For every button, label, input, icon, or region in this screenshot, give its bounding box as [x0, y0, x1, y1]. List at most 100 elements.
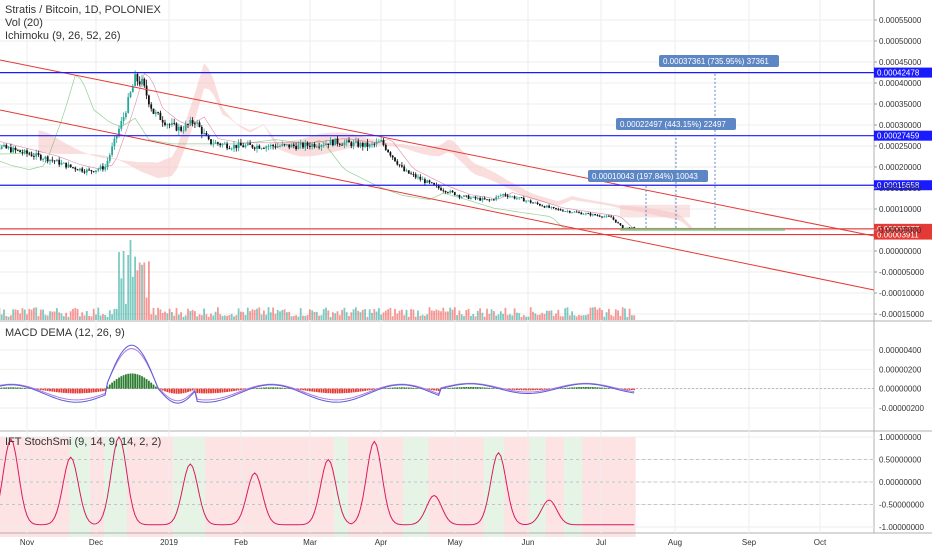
volume-bar	[389, 307, 392, 320]
volume-bar	[463, 315, 465, 320]
macd-histogram-bar	[49, 388, 51, 392]
stoch-background	[598, 437, 602, 537]
candle-body	[244, 145, 247, 148]
candle-body	[37, 153, 40, 155]
candle-body	[562, 210, 564, 212]
stoch-background	[621, 437, 625, 537]
volume-bar	[274, 313, 277, 320]
macd-histogram-bar	[520, 388, 523, 391]
candle-body	[619, 223, 622, 226]
stoch-background	[156, 437, 160, 537]
volume-bar	[610, 315, 613, 320]
macd-histogram-bar	[587, 386, 590, 389]
candle-body	[276, 146, 279, 148]
stoch-background	[499, 437, 503, 537]
stoch-background	[41, 437, 45, 537]
macd-histogram-bar	[198, 388, 201, 394]
macd-histogram-bar	[401, 387, 403, 389]
stoch-background	[163, 437, 167, 537]
price-tick-label: 0.00030000	[879, 121, 922, 130]
volume-bar	[37, 316, 40, 320]
volume-bar	[325, 307, 327, 320]
price-level-label: 0.00003911	[877, 231, 919, 240]
stoch-background	[78, 437, 82, 537]
candle-body	[341, 144, 343, 146]
volume-bar	[253, 309, 256, 320]
candle-body	[97, 169, 100, 171]
stoch-background	[274, 437, 277, 537]
macd-legend: MACD DEMA (12, 26, 9)	[5, 327, 125, 339]
volume-bar	[62, 316, 65, 320]
macd-histogram-bar	[161, 388, 164, 391]
macd-histogram-bar	[129, 373, 132, 389]
stoch-background	[334, 437, 337, 537]
volume-bar	[628, 308, 631, 320]
stoch-background	[460, 437, 464, 537]
candle-body	[184, 124, 187, 131]
stoch-background	[389, 437, 392, 537]
volume-bar	[113, 308, 116, 320]
stoch-background	[623, 437, 627, 537]
stoch-background	[373, 437, 376, 537]
candle-body	[35, 153, 38, 157]
stoch-background	[299, 437, 303, 537]
macd-histogram-bar	[476, 387, 479, 389]
stoch-background	[605, 437, 609, 537]
stoch-background	[60, 437, 63, 537]
macd-histogram-bar	[233, 388, 235, 392]
volume-bar	[182, 316, 185, 320]
candle-body	[527, 200, 530, 202]
candle-body	[290, 144, 293, 148]
macd-histogram-bar	[184, 388, 187, 393]
candle-body	[182, 130, 185, 132]
candle-body	[5, 144, 8, 149]
volume-bar	[198, 314, 201, 320]
candle-body	[83, 171, 86, 173]
stoch-background	[557, 437, 560, 537]
volume-bar	[159, 309, 162, 320]
candle-body	[269, 144, 272, 147]
candle-body	[318, 146, 320, 148]
stoch-background	[104, 437, 107, 537]
macd-histogram-bar	[405, 387, 408, 389]
macd-histogram-bar	[72, 388, 74, 394]
candle-body	[617, 222, 619, 224]
candle-body	[200, 126, 203, 134]
volume-bar	[589, 307, 592, 320]
measure-box	[616, 118, 736, 130]
candle-body	[336, 138, 339, 144]
volume-bar	[449, 307, 452, 320]
stoch-background	[152, 437, 155, 537]
stoch-background	[552, 437, 556, 537]
stoch-background	[396, 437, 399, 537]
macd-histogram-bar	[127, 373, 130, 389]
volume-bar	[587, 314, 590, 320]
stoch-background	[543, 437, 546, 537]
macd-histogram-bar	[571, 387, 573, 389]
candle-body	[246, 143, 249, 146]
candle-body	[226, 143, 228, 149]
macd-histogram-bar	[203, 388, 205, 394]
stoch-background	[633, 437, 636, 537]
volume-bar	[350, 312, 353, 320]
stoch-background	[610, 437, 613, 537]
stoch-background	[81, 437, 84, 537]
stoch-background	[267, 437, 270, 537]
volume-bar	[345, 312, 348, 320]
stoch-background	[513, 437, 517, 537]
macd-histogram-bar	[16, 387, 19, 389]
stoch-background	[336, 437, 339, 537]
volume-bar	[361, 309, 364, 320]
volume-bar	[398, 310, 401, 320]
stoch-background	[248, 437, 252, 537]
stoch-background	[331, 437, 335, 537]
macd-histogram-bar	[39, 388, 42, 390]
stoch-background	[589, 437, 592, 537]
macd-histogram-bar	[244, 388, 247, 390]
macd-signal-line	[0, 348, 635, 402]
stoch-background	[398, 437, 402, 537]
ichimoku-legend: Ichimoku (9, 26, 52, 26)	[5, 30, 121, 42]
stoch-background	[35, 437, 38, 537]
macd-histogram-bar	[200, 388, 203, 394]
